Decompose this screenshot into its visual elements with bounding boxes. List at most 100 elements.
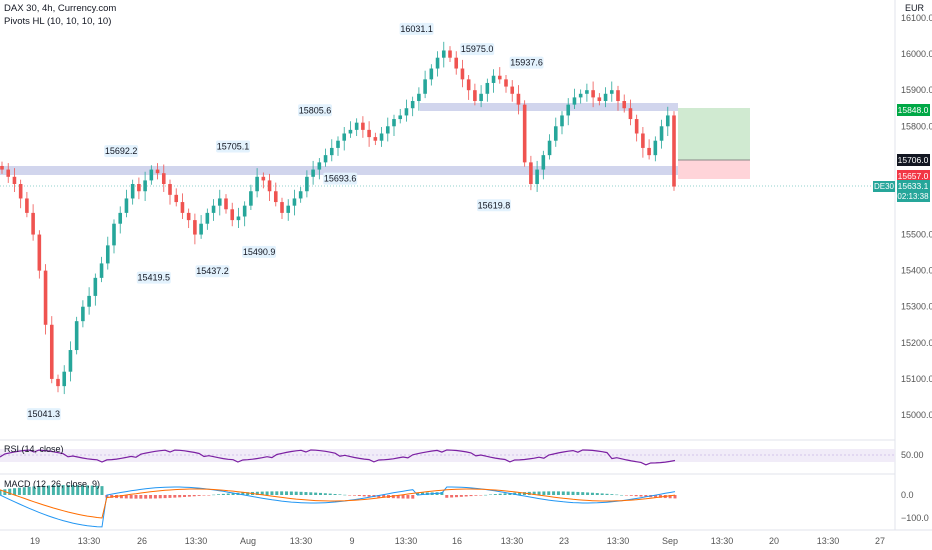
price-tick: 15400.0: [901, 266, 932, 276]
macd-bar: [357, 495, 361, 497]
candle-body: [529, 162, 533, 185]
macd-bar: [241, 492, 245, 495]
candle-body: [317, 162, 322, 170]
resistance-zone: [420, 103, 678, 111]
time-tick: Sep: [662, 536, 678, 546]
candle-body: [460, 68, 465, 80]
last-price-tag: 15633.1: [898, 181, 929, 191]
macd-bar: [518, 492, 522, 495]
candle-body: [535, 169, 539, 185]
time-tick: 13:30: [185, 536, 208, 546]
candle-body: [31, 212, 35, 235]
macd-bar: [226, 493, 230, 495]
candle-body: [560, 115, 564, 127]
candle-body: [504, 79, 508, 87]
candle-body: [479, 93, 483, 102]
candle-body: [672, 115, 676, 187]
macd-bar: [547, 491, 551, 495]
macd-bar: [56, 485, 60, 495]
candle-body: [18, 184, 23, 199]
candle-body: [56, 378, 60, 387]
candle-body: [186, 212, 191, 221]
price-axis[interactable]: 16100.0 16000.0 15900.0 15800.0 15500.0 15400…: [901, 13, 932, 420]
macd-bar: [391, 495, 395, 499]
macd-bar: [639, 495, 643, 497]
macd-bar: [406, 495, 410, 499]
candle-body: [653, 140, 658, 156]
macd-bar: [217, 494, 221, 495]
macd-bar: [610, 494, 614, 495]
candle-body: [0, 165, 4, 170]
upper-level-tag: 15706.0: [898, 155, 929, 165]
macd-histogram: [0, 485, 677, 499]
candle-body: [193, 220, 197, 235]
time-tick: Aug: [240, 536, 256, 546]
svg-text:15805.6: 15805.6: [299, 105, 332, 115]
candle-body: [541, 155, 546, 170]
macd-bar: [212, 494, 216, 496]
macd-bar: [459, 495, 463, 497]
candle-body: [354, 122, 359, 130]
macd-bar: [658, 495, 662, 498]
macd-bar: [119, 495, 123, 499]
macd-bar: [47, 485, 51, 495]
macd-bar: [275, 491, 279, 495]
macd-bar: [221, 493, 225, 495]
candle-body: [609, 90, 614, 94]
time-tick: 26: [137, 536, 147, 546]
price-tick: 15200.0: [901, 338, 932, 348]
candle-body: [112, 223, 116, 246]
pivot-label: 15619.8: [476, 199, 511, 212]
macd-bar: [556, 491, 560, 495]
macd-bar: [304, 492, 308, 495]
candle-body: [342, 133, 347, 141]
candle-body: [236, 216, 241, 221]
candle-body: [286, 205, 291, 213]
macd-bar: [129, 495, 133, 499]
candle-body: [12, 176, 17, 185]
candle-body: [143, 180, 147, 192]
stop-zone[interactable]: [678, 160, 750, 179]
svg-text:15490.9: 15490.9: [243, 247, 276, 257]
price-tick: 16000.0: [901, 49, 932, 59]
macd-bar: [445, 495, 449, 498]
candle-body: [367, 129, 371, 138]
svg-text:15692.2: 15692.2: [105, 146, 138, 156]
macd-bar: [576, 491, 580, 495]
candle-body: [485, 82, 490, 94]
macd-bar: [27, 486, 31, 495]
macd-bar: [401, 495, 405, 499]
candle-body: [417, 93, 421, 102]
macd-bar: [8, 488, 12, 495]
pivot-label: 15693.6: [323, 172, 358, 185]
macd-bar: [600, 493, 604, 495]
pivot-label: 15041.3: [26, 408, 61, 421]
candle-body: [118, 212, 123, 224]
time-axis[interactable]: 19 13:30 26 13:30 Aug 13:30 9 13:30 16 13:30 23 13:…: [30, 536, 885, 546]
candle-body: [585, 90, 589, 94]
time-tick: 16: [452, 536, 462, 546]
macd-bar: [197, 495, 201, 496]
macd-tick-1: −100.0: [901, 513, 929, 523]
price-tick: 16100.0: [901, 13, 932, 23]
macd-bar: [192, 495, 196, 497]
macd-bar: [377, 495, 381, 498]
svg-text:15041.3: 15041.3: [28, 409, 61, 419]
candle-body: [429, 68, 434, 80]
candle-body: [267, 180, 272, 192]
candle-body: [466, 79, 471, 91]
macd-bar: [571, 491, 575, 495]
pivot-labels: 16031.1 15975.0 15937.6 15805.6 15705.1 15692…: [26, 22, 544, 421]
pivot-label: 15692.2: [104, 145, 139, 158]
macd-bar: [3, 489, 7, 495]
macd-bar: [17, 487, 21, 495]
target-zone[interactable]: [678, 108, 750, 160]
price-tick: 15100.0: [901, 374, 932, 384]
candle-body: [665, 115, 670, 127]
candle-body: [566, 104, 571, 116]
macd-bar: [144, 495, 148, 499]
candle-body: [305, 176, 309, 192]
candle-body: [497, 75, 502, 80]
symbol-tag: DE30: [874, 182, 895, 191]
